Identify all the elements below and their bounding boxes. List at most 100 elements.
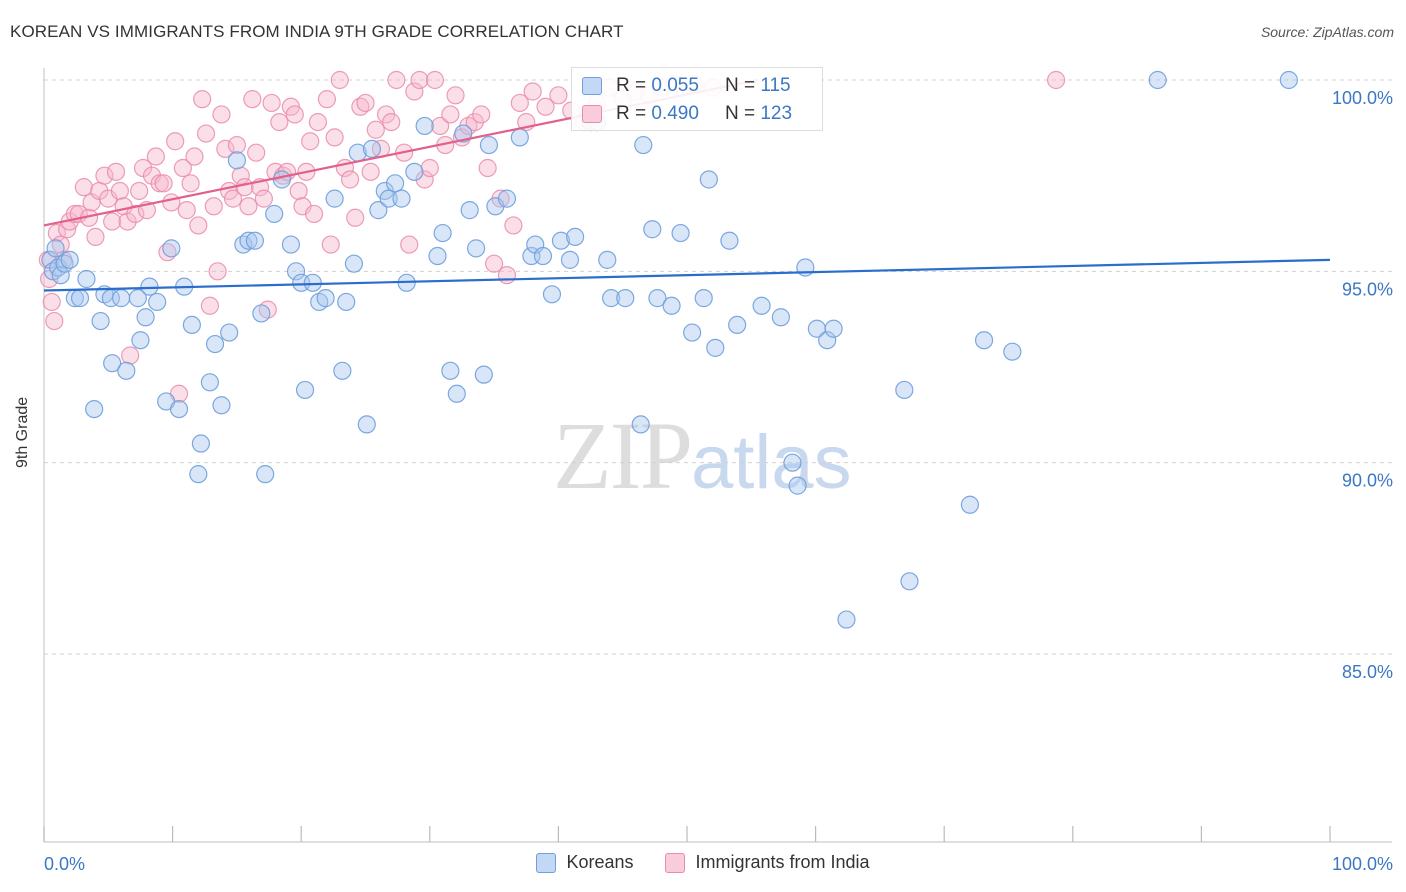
india-point (536, 97, 555, 116)
korean-point (272, 170, 292, 189)
korean-point (77, 269, 96, 289)
source-label: Source: ZipAtlas.com (1260, 24, 1394, 40)
watermark-zip: ZIP (553, 402, 693, 509)
india-point (185, 147, 204, 166)
korean-point (117, 361, 136, 380)
koreans-label: Koreans (566, 852, 634, 872)
axes (43, 68, 1392, 843)
india-point (270, 112, 289, 132)
india-point (189, 216, 208, 235)
india-point (212, 105, 231, 124)
india-point (400, 235, 419, 254)
india-point (235, 178, 254, 197)
x-tick-label: 100.0% (1332, 854, 1393, 874)
india-point (118, 212, 137, 231)
india-point (308, 112, 328, 132)
korean-point (788, 476, 807, 495)
r-label: R = (616, 75, 647, 96)
india-point (208, 262, 227, 281)
korean-point (683, 323, 702, 342)
korean-point (136, 308, 155, 327)
india-point (415, 170, 434, 189)
korean-point (634, 135, 653, 155)
korean-point (295, 380, 315, 400)
india-point (239, 197, 258, 216)
korean-point (974, 331, 994, 350)
india-point (485, 254, 504, 273)
india-point (472, 105, 491, 124)
korean-point (46, 239, 65, 258)
korean-point (286, 262, 306, 281)
india-point (1046, 70, 1066, 90)
n-label: N = (724, 75, 756, 96)
korean-point (51, 266, 70, 285)
korean-point (720, 231, 739, 250)
india-point (223, 189, 243, 208)
korean-point (454, 124, 473, 143)
legend-row-india: R = 0.490 N = 123 (582, 102, 792, 126)
legend-item-koreans[interactable]: Koreans (536, 852, 633, 873)
zipatlas-watermark: ZIPatlas (553, 400, 852, 511)
korean-point (728, 315, 747, 335)
legend-row-koreans: R = 0.055 N = 115 (582, 74, 791, 98)
india-point (45, 311, 64, 331)
india-point (42, 292, 61, 312)
korean-point (316, 289, 335, 308)
india-point (330, 70, 349, 90)
india-point (227, 135, 246, 155)
korean-point (631, 415, 650, 434)
india-point (193, 90, 212, 109)
korean-point (566, 227, 585, 246)
india-point (121, 346, 140, 365)
korean-point (602, 289, 621, 308)
india-point (289, 181, 308, 201)
korean-point (510, 128, 529, 147)
korean-point (333, 361, 352, 380)
korean-point (900, 572, 919, 591)
korean-point (303, 273, 322, 292)
korean-point (325, 189, 344, 208)
india-point (410, 70, 429, 90)
korean-point (783, 453, 802, 472)
korean-point (369, 201, 388, 220)
india-point (497, 266, 517, 285)
korean-point (245, 231, 265, 250)
india-point (446, 86, 465, 105)
korean-point (140, 277, 159, 296)
korean-point (771, 308, 790, 327)
korean-point (70, 289, 90, 308)
india-point (95, 166, 114, 185)
india-point (254, 189, 274, 208)
india-point (154, 174, 173, 193)
india-point (321, 235, 340, 254)
korean-point (706, 338, 725, 357)
korean-point (227, 151, 246, 170)
india-point (420, 158, 439, 178)
korean-point (837, 610, 856, 629)
korean-trend-line (43, 258, 1331, 292)
korean-point (265, 204, 284, 224)
korean-point (428, 246, 447, 266)
korean-point (148, 292, 167, 312)
india-point (126, 204, 145, 224)
india-point (346, 208, 365, 227)
korean-point (560, 250, 580, 269)
india-point (47, 223, 66, 243)
india-point (441, 105, 460, 124)
india-swatch (665, 852, 686, 873)
india-point (430, 116, 450, 136)
india-point (200, 296, 219, 315)
korean-point (551, 231, 571, 250)
india-point (317, 90, 337, 109)
r-label: R = (616, 103, 647, 124)
korean-point (379, 189, 398, 208)
india-point (478, 158, 497, 178)
korean-point (91, 311, 110, 331)
legend-item-india[interactable]: Immigrants from India (665, 852, 870, 873)
y-tick-label: 85.0% (1342, 662, 1393, 682)
india-point (382, 112, 401, 132)
korean-point (103, 354, 122, 373)
korean-point (662, 296, 681, 315)
korean-point (533, 246, 553, 266)
